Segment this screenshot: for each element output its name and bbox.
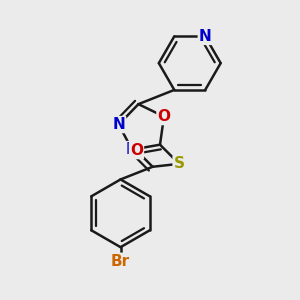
Text: Br: Br — [111, 254, 130, 269]
Text: N: N — [199, 29, 211, 44]
Text: S: S — [174, 156, 184, 171]
Text: N: N — [126, 142, 138, 157]
Text: N: N — [112, 117, 125, 132]
Text: O: O — [158, 109, 170, 124]
Text: O: O — [130, 143, 143, 158]
